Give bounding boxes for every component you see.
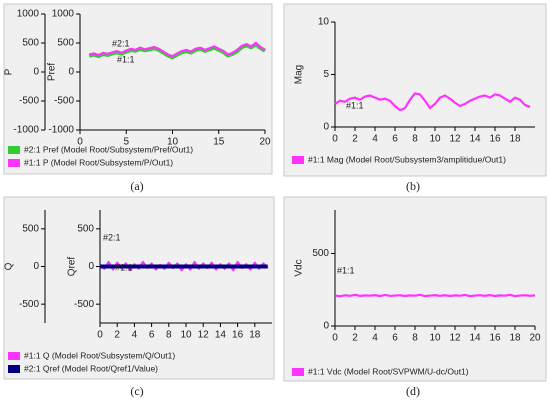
panel-d [283, 196, 547, 382]
y-tick-label: 0 [33, 67, 39, 78]
panel-c [3, 196, 275, 380]
legend-label: #1:1 Vdc (Model Root/SVPWM/U-dc/Out1) [308, 366, 469, 376]
x-tick-label: 2 [352, 134, 358, 145]
legend-swatch [8, 352, 20, 360]
x-tick-label: 2 [114, 330, 120, 341]
caption: (b) [406, 179, 420, 193]
x-tick-label: 18 [249, 330, 261, 341]
y2-tick-label: 500 [77, 223, 94, 234]
x-tick-label: 8 [412, 134, 418, 145]
x-tick-label: 4 [372, 333, 378, 344]
legend-label: #1:1 P (Model Root/Subsystem/P/Out1) [24, 157, 173, 167]
legend-swatch [8, 146, 20, 154]
x-tick-label: 18 [509, 333, 521, 344]
caption: (d) [406, 384, 420, 398]
y-tick-label: 0 [323, 321, 329, 332]
panel-b [283, 3, 547, 177]
x-tick-label: 16 [232, 330, 244, 341]
y-tick-label: 10 [318, 17, 330, 28]
y2-tick-label: 0 [88, 261, 94, 272]
x-tick-label: 14 [469, 333, 481, 344]
x-tick-label: 20 [529, 333, 541, 344]
y-tick-label: 500 [312, 248, 329, 259]
annotation: #2:1 [103, 232, 121, 242]
x-tick-label: 8 [412, 333, 418, 344]
y-axis-title: P [4, 68, 15, 75]
x-tick-label: 6 [392, 134, 398, 145]
legend-label: #2:1 Pref (Model Root/Subsystem/Pref/Out… [24, 144, 193, 154]
y2-tick-label: 1000 [52, 9, 75, 20]
x-tick-label: 14 [215, 330, 227, 341]
x-tick-label: 18 [509, 134, 521, 145]
x-tick-label: 15 [213, 137, 225, 148]
x-tick-label: 10 [180, 330, 192, 341]
x-tick-label: 12 [449, 134, 461, 145]
y2-tick-label: -500 [54, 96, 74, 107]
x-tick-label: 0 [332, 134, 338, 145]
annotation: #1:1 [346, 100, 364, 110]
y-tick-label: -500 [19, 299, 39, 310]
y-tick-label: 5 [323, 69, 329, 80]
y2-axis-title: Qref [67, 257, 78, 277]
x-tick-label: 6 [149, 330, 155, 341]
x-tick-label: 10 [167, 137, 179, 148]
legend-label: #1:1 Mag (Model Root/Subsystem3/amplitid… [308, 154, 506, 164]
y2-axis-title: Pref [47, 63, 58, 82]
x-tick-label: 16 [489, 134, 501, 145]
caption: (c) [130, 384, 143, 398]
y2-tick-label: -500 [74, 299, 94, 310]
x-tick-label: 10 [429, 134, 441, 145]
annotation: #1:1 [337, 265, 355, 275]
caption: (a) [130, 179, 143, 193]
x-tick-label: 4 [132, 330, 138, 341]
series-line [334, 293, 536, 298]
panel-a [3, 3, 273, 175]
y-tick-label: 0 [323, 122, 329, 133]
legend-swatch [8, 365, 20, 373]
x-tick-label: 6 [392, 333, 398, 344]
annotation: #1:1 [115, 262, 133, 272]
x-tick-label: 2 [352, 333, 358, 344]
x-tick-label: 0 [77, 137, 83, 148]
y2-tick-label: 0 [68, 67, 74, 78]
x-tick-label: 16 [489, 333, 501, 344]
annotation: #1:1 [117, 54, 135, 64]
legend-label: #1:1 Q (Model Root/Subsystem/Q/Out1) [24, 350, 175, 360]
x-tick-label: 0 [97, 330, 103, 341]
y2-tick-label: -1000 [48, 125, 74, 136]
x-tick-label: 14 [469, 134, 481, 145]
y-tick-label: 1000 [17, 9, 40, 20]
x-tick-label: 20 [259, 137, 271, 148]
legend-swatch [292, 368, 304, 376]
series-line [88, 41, 266, 58]
y-tick-label: 0 [33, 261, 39, 272]
y2-tick-label: 500 [57, 38, 74, 49]
x-tick-label: 5 [123, 137, 129, 148]
annotation: #2:1 [112, 38, 130, 48]
x-tick-label: 4 [372, 134, 378, 145]
y-tick-label: 500 [22, 38, 39, 49]
y-axis-title: Vdc [294, 259, 305, 276]
y-tick-label: -500 [19, 96, 39, 107]
legend-label: #2:1 Qref (Model Root/Qref1/Value) [24, 363, 158, 373]
x-tick-label: 12 [449, 333, 461, 344]
series-line [334, 92, 531, 112]
x-tick-label: 8 [166, 330, 172, 341]
x-tick-label: 12 [198, 330, 210, 341]
y-axis-title: Q [4, 262, 15, 270]
x-tick-label: 10 [429, 333, 441, 344]
y-tick-label: -1000 [13, 125, 39, 136]
y-tick-label: 500 [22, 223, 39, 234]
legend-swatch [292, 156, 304, 164]
legend-swatch [8, 159, 20, 167]
x-tick-label: 0 [332, 333, 338, 344]
y-axis-title: Mag [294, 65, 305, 84]
